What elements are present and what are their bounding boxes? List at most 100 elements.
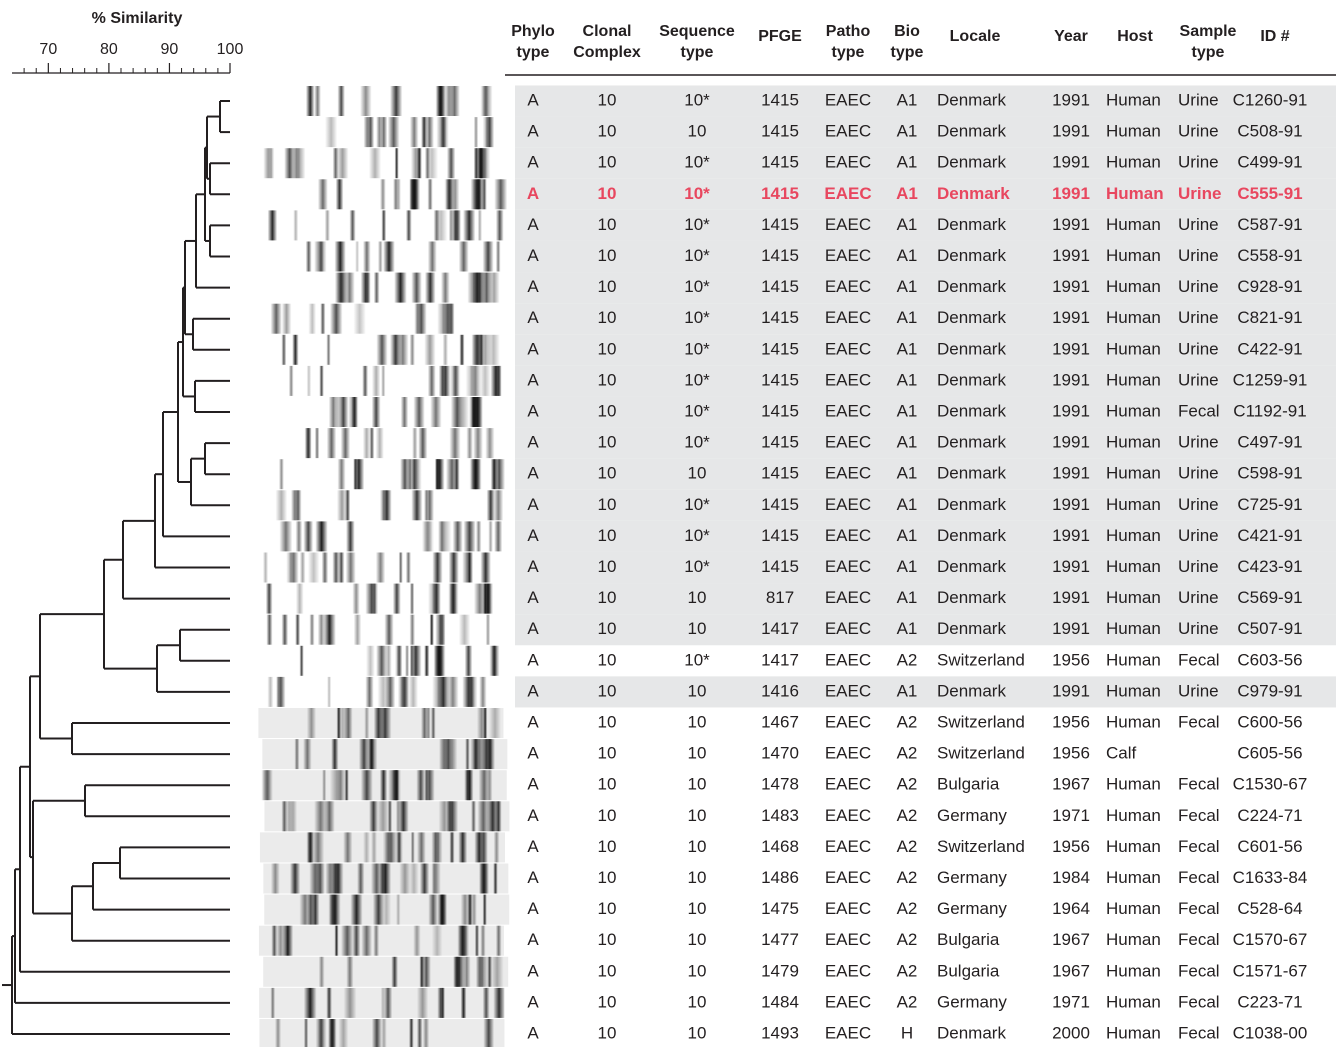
gel-band: [494, 179, 507, 209]
table-cell: C421-91: [1237, 526, 1302, 545]
table-cell: 10: [688, 681, 707, 700]
gel-band: [393, 179, 399, 209]
gel-band: [410, 584, 414, 614]
gel-band: [345, 490, 350, 520]
table-cell: 1415: [761, 370, 799, 389]
column-header: Phylo: [511, 23, 555, 40]
gel-band: [286, 553, 295, 583]
gel-band: [327, 615, 331, 645]
gel-band: [315, 428, 319, 458]
table-cell: 1475: [761, 899, 799, 918]
table-cell: 1991: [1052, 339, 1090, 358]
gel-band: [494, 832, 500, 862]
table-cell: Denmark: [937, 495, 1006, 514]
gel-band: [335, 273, 347, 303]
gel-band: [435, 459, 439, 489]
table-cell: Urine: [1178, 215, 1219, 234]
column-header: Sequence: [659, 23, 735, 40]
gel-band: [441, 273, 450, 303]
table-cell: 10*: [684, 650, 710, 669]
gel-band: [271, 304, 282, 334]
table-cell: 10: [598, 899, 617, 918]
table-cell: A2: [897, 837, 918, 856]
gel-band: [369, 739, 374, 769]
table-cell: 1415: [761, 215, 799, 234]
gel-band: [410, 615, 415, 645]
gel-band: [354, 304, 366, 334]
gel-band: [289, 366, 294, 396]
table-cell: A1: [897, 557, 918, 576]
table-cell: EAEC: [825, 401, 871, 420]
table-cell: 1415: [761, 557, 799, 576]
table-cell: 1415: [761, 433, 799, 452]
table-cell: Urine: [1178, 339, 1219, 358]
gel-band: [435, 615, 445, 645]
table-cell: 1416: [761, 681, 799, 700]
table-cell: 1484: [761, 992, 799, 1011]
gel-band: [325, 210, 330, 240]
gel-band: [483, 117, 492, 147]
gel-band: [372, 366, 380, 396]
table-cell: A2: [897, 744, 918, 763]
table-cell: Human: [1106, 868, 1161, 887]
table-cell: Denmark: [937, 464, 1006, 483]
gel-band: [432, 553, 442, 583]
tick-label: 80: [100, 41, 118, 58]
gel-band: [350, 895, 362, 925]
gel-band: [352, 584, 359, 614]
table-cell: C423-91: [1237, 557, 1302, 576]
table-cell: C1259-91: [1233, 370, 1308, 389]
table-cell: 10: [598, 619, 617, 638]
gel-band: [355, 242, 359, 272]
table-cell: C979-91: [1237, 681, 1302, 700]
table-cell: Urine: [1178, 619, 1219, 638]
table-cell: EAEC: [825, 744, 871, 763]
gel-band: [425, 273, 436, 303]
gel-band: [318, 615, 325, 645]
column-header: ID #: [1260, 28, 1289, 45]
gel-band: [432, 584, 441, 614]
gel-smear: [260, 832, 505, 862]
gel-band: [450, 366, 461, 396]
gel-band: [275, 1019, 281, 1047]
gel-band: [266, 615, 272, 645]
table-cell: C821-91: [1237, 308, 1302, 327]
table-cell: A: [527, 650, 539, 669]
gel-band: [432, 926, 443, 956]
gel-band: [306, 86, 315, 116]
table-cell: 10: [598, 712, 617, 731]
gel-band: [376, 646, 387, 676]
gel-band: [383, 832, 394, 862]
gel-band: [361, 926, 372, 956]
gel-band: [314, 801, 327, 831]
gel-band: [465, 739, 470, 769]
table-cell: Human: [1106, 712, 1161, 731]
gel-band: [410, 117, 419, 147]
table-cell: C1633-84: [1233, 868, 1308, 887]
gel-band: [388, 117, 400, 147]
table-cell: Urine: [1178, 681, 1219, 700]
table-cell: 1415: [761, 122, 799, 141]
table-cell: 10: [688, 868, 707, 887]
gel-band: [424, 490, 428, 520]
table-cell: A: [527, 184, 539, 203]
gel-band: [408, 677, 418, 707]
table-cell: A1: [897, 90, 918, 109]
gel-band: [471, 895, 477, 925]
table-cell: C603-56: [1237, 650, 1302, 669]
page: % Similarity 708090100PhylotypeClonalCom…: [0, 0, 1339, 1047]
column-header: type: [1192, 44, 1225, 61]
table-cell: Denmark: [937, 433, 1006, 452]
gel-band: [473, 273, 482, 303]
table-cell: C725-91: [1237, 495, 1302, 514]
table-cell: 1470: [761, 744, 799, 763]
table-cell: Denmark: [937, 339, 1006, 358]
gel-band: [478, 148, 484, 178]
table-cell: A: [527, 775, 539, 794]
table-cell: EAEC: [825, 806, 871, 825]
table-cell: Denmark: [937, 153, 1006, 172]
table-cell: Urine: [1178, 495, 1219, 514]
gel-band: [319, 957, 325, 987]
table-cell: Urine: [1178, 153, 1219, 172]
gel-band: [465, 646, 473, 676]
